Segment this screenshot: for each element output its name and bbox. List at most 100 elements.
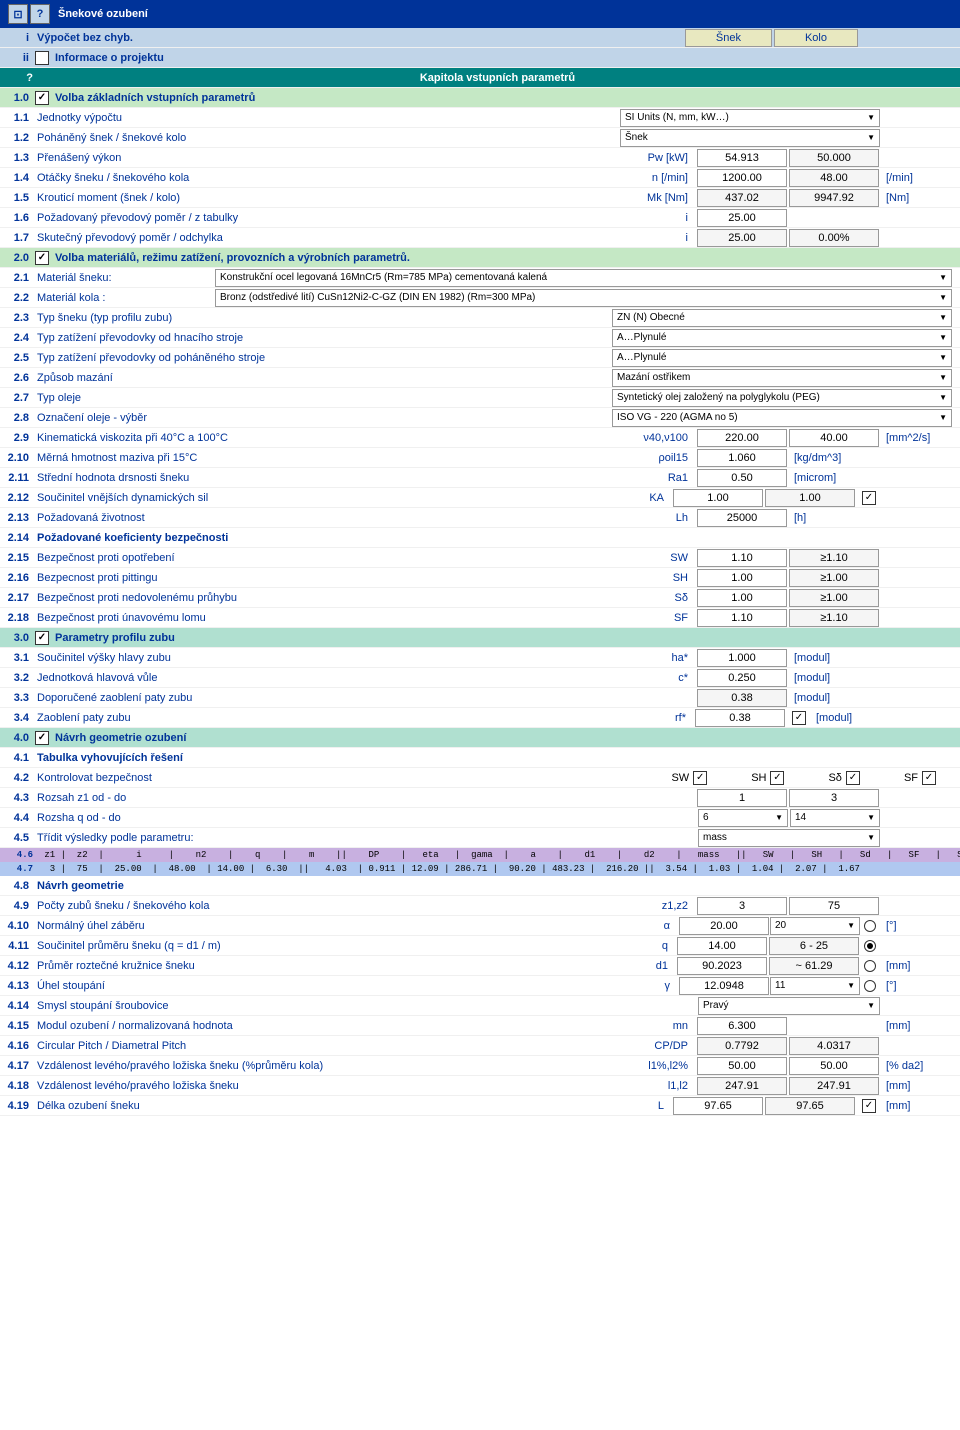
mat-wheel-dropdown[interactable]: Bronz (odstředivé lití) CuSn12Ni2-C-GZ (…	[215, 289, 952, 307]
load-driving-dropdown[interactable]: A…Plynulé▼	[612, 329, 952, 347]
tab-snek[interactable]: Šnek	[685, 29, 772, 47]
alpha-radio[interactable]	[864, 920, 876, 932]
sym-3-1: ha*	[616, 652, 696, 664]
sym-2-17: Sδ	[616, 592, 696, 604]
sw-check[interactable]	[693, 771, 707, 785]
rpm-v1[interactable]: 1200.00	[697, 169, 787, 187]
unit-3-3: [modul]	[788, 692, 960, 704]
ratio-v1[interactable]: 25.00	[697, 209, 787, 227]
ha-v1[interactable]: 1.000	[697, 649, 787, 667]
sf-v1[interactable]: 1.10	[697, 609, 787, 627]
s4-idx: 4.0	[0, 732, 35, 744]
label-2-3: Typ šneku (typ profilu zubu)	[35, 312, 612, 324]
info-checkbox[interactable]	[35, 51, 49, 65]
help-icon[interactable]: ?	[30, 4, 50, 24]
gamma-v1[interactable]: 12.0948	[679, 977, 769, 995]
ka-v2: 1.00	[765, 489, 855, 507]
L-check[interactable]	[862, 1099, 876, 1113]
idx-2-5: 2.5	[0, 352, 35, 364]
l1p-v1[interactable]: 50.00	[697, 1057, 787, 1075]
sym-4-18: l1,l2	[616, 1080, 696, 1092]
z1-from[interactable]: 1	[697, 789, 787, 807]
sh-v2: ≥1.00	[789, 569, 879, 587]
results-row[interactable]: 4.7 3 | 75 | 25.00 | 48.00 | 14.00 | 6.3…	[0, 862, 960, 876]
idx-4-3: 4.3	[0, 792, 35, 804]
tab-kolo[interactable]: Kolo	[774, 29, 858, 47]
rf-v1[interactable]: 0.38	[695, 709, 785, 727]
sh-v1[interactable]: 1.00	[697, 569, 787, 587]
s3-check[interactable]	[35, 631, 49, 645]
idx-2-4: 2.4	[0, 332, 35, 344]
d1-v1[interactable]: 90.2023	[677, 957, 767, 975]
power-v2: 50.000	[789, 149, 879, 167]
mat-worm-dropdown[interactable]: Konstrukční ocel legovaná 16MnCr5 (Rm=78…	[215, 269, 952, 287]
idx-2-2: 2.2	[0, 292, 35, 304]
l1p-v2[interactable]: 50.00	[789, 1057, 879, 1075]
q-radio[interactable]	[864, 940, 876, 952]
sd-check[interactable]	[846, 771, 860, 785]
c-v1[interactable]: 0.250	[697, 669, 787, 687]
units-dropdown[interactable]: SI Units (N, mm, kW…)▼	[620, 109, 880, 127]
label-2-16: Bezpecnost proti pittingu	[35, 572, 616, 584]
q-to-dropdown[interactable]: 14▼	[790, 809, 880, 827]
label-3-2: Jednotková hlavová vůle	[35, 672, 616, 684]
sym-1-6: i	[616, 212, 696, 224]
z1-v[interactable]: 3	[697, 897, 787, 915]
visc-v1[interactable]: 220.00	[697, 429, 787, 447]
ka-check[interactable]	[862, 491, 876, 505]
z2-v[interactable]: 75	[789, 897, 879, 915]
idx-4-5: 4.5	[0, 832, 35, 844]
sw-v1[interactable]: 1.10	[697, 549, 787, 567]
sym-3-4: rf*	[614, 712, 694, 724]
label-4-9: Počty zubů šneku / šnekového kola	[35, 900, 616, 912]
life-v1[interactable]: 25000	[697, 509, 787, 527]
profile-dropdown[interactable]: ZN (N) Obecné▼	[612, 309, 952, 327]
idx-2-13: 2.13	[0, 512, 35, 524]
power-v1[interactable]: 54.913	[697, 149, 787, 167]
rf-check[interactable]	[792, 711, 806, 725]
sh-check[interactable]	[770, 771, 784, 785]
density-v1[interactable]: 1.060	[697, 449, 787, 467]
lubrication-dropdown[interactable]: Mazání ostřikem▼	[612, 369, 952, 387]
alpha-dropdown[interactable]: 20▼	[770, 917, 860, 935]
label-2-8: Označení oleje - výběr	[35, 412, 612, 424]
oil-type-dropdown[interactable]: Syntetický olej založený na polyglykolu …	[612, 389, 952, 407]
load-driven-dropdown[interactable]: A…Plynulé▼	[612, 349, 952, 367]
idx-4-2: 4.2	[0, 772, 35, 784]
sf-check[interactable]	[922, 771, 936, 785]
label-2-1: Materiál šneku:	[35, 272, 215, 284]
sym-1-3: Pw [kW]	[616, 152, 696, 164]
sort-dropdown[interactable]: mass▼	[698, 829, 880, 847]
idx-2-7: 2.7	[0, 392, 35, 404]
visc-v2[interactable]: 40.00	[789, 429, 879, 447]
oil-grade-dropdown[interactable]: ISO VG - 220 (AGMA no 5)▼	[612, 409, 952, 427]
sym-3-2: c*	[616, 672, 696, 684]
alpha-v1[interactable]: 20.00	[679, 917, 769, 935]
sym-4-16: CP/DP	[616, 1040, 696, 1052]
s4-check[interactable]	[35, 731, 49, 745]
sym-4-19: L	[592, 1100, 672, 1112]
l1-v1: 247.91	[697, 1077, 787, 1095]
q-v1[interactable]: 14.00	[677, 937, 767, 955]
idx-2-18: 2.18	[0, 612, 35, 624]
mn-v1[interactable]: 6.300	[697, 1017, 787, 1035]
d1-radio[interactable]	[864, 960, 876, 972]
label-2-6: Způsob mazání	[35, 372, 612, 384]
gamma-dropdown[interactable]: 11▼	[770, 977, 860, 995]
sd-v1[interactable]: 1.00	[697, 589, 787, 607]
rough-v1[interactable]: 0.50	[697, 469, 787, 487]
s2-check[interactable]	[35, 251, 49, 265]
sym-2-10: ρoil15	[616, 452, 696, 464]
gamma-radio[interactable]	[864, 980, 876, 992]
driven-dropdown[interactable]: Šnek▼	[620, 129, 880, 147]
ka-v1[interactable]: 1.00	[673, 489, 763, 507]
s1-check[interactable]	[35, 91, 49, 105]
q-from-dropdown[interactable]: 6▼	[698, 809, 788, 827]
L-v1[interactable]: 97.65	[673, 1097, 763, 1115]
title-bar: ⊡ ? Šnekové ozubení	[0, 0, 960, 28]
direction-dropdown[interactable]: Pravý▼	[698, 997, 880, 1015]
app-icon-1[interactable]: ⊡	[8, 4, 28, 24]
rf-rec: 0.38	[697, 689, 787, 707]
unit-4-19: [mm]	[880, 1100, 960, 1112]
z1-to[interactable]: 3	[789, 789, 879, 807]
